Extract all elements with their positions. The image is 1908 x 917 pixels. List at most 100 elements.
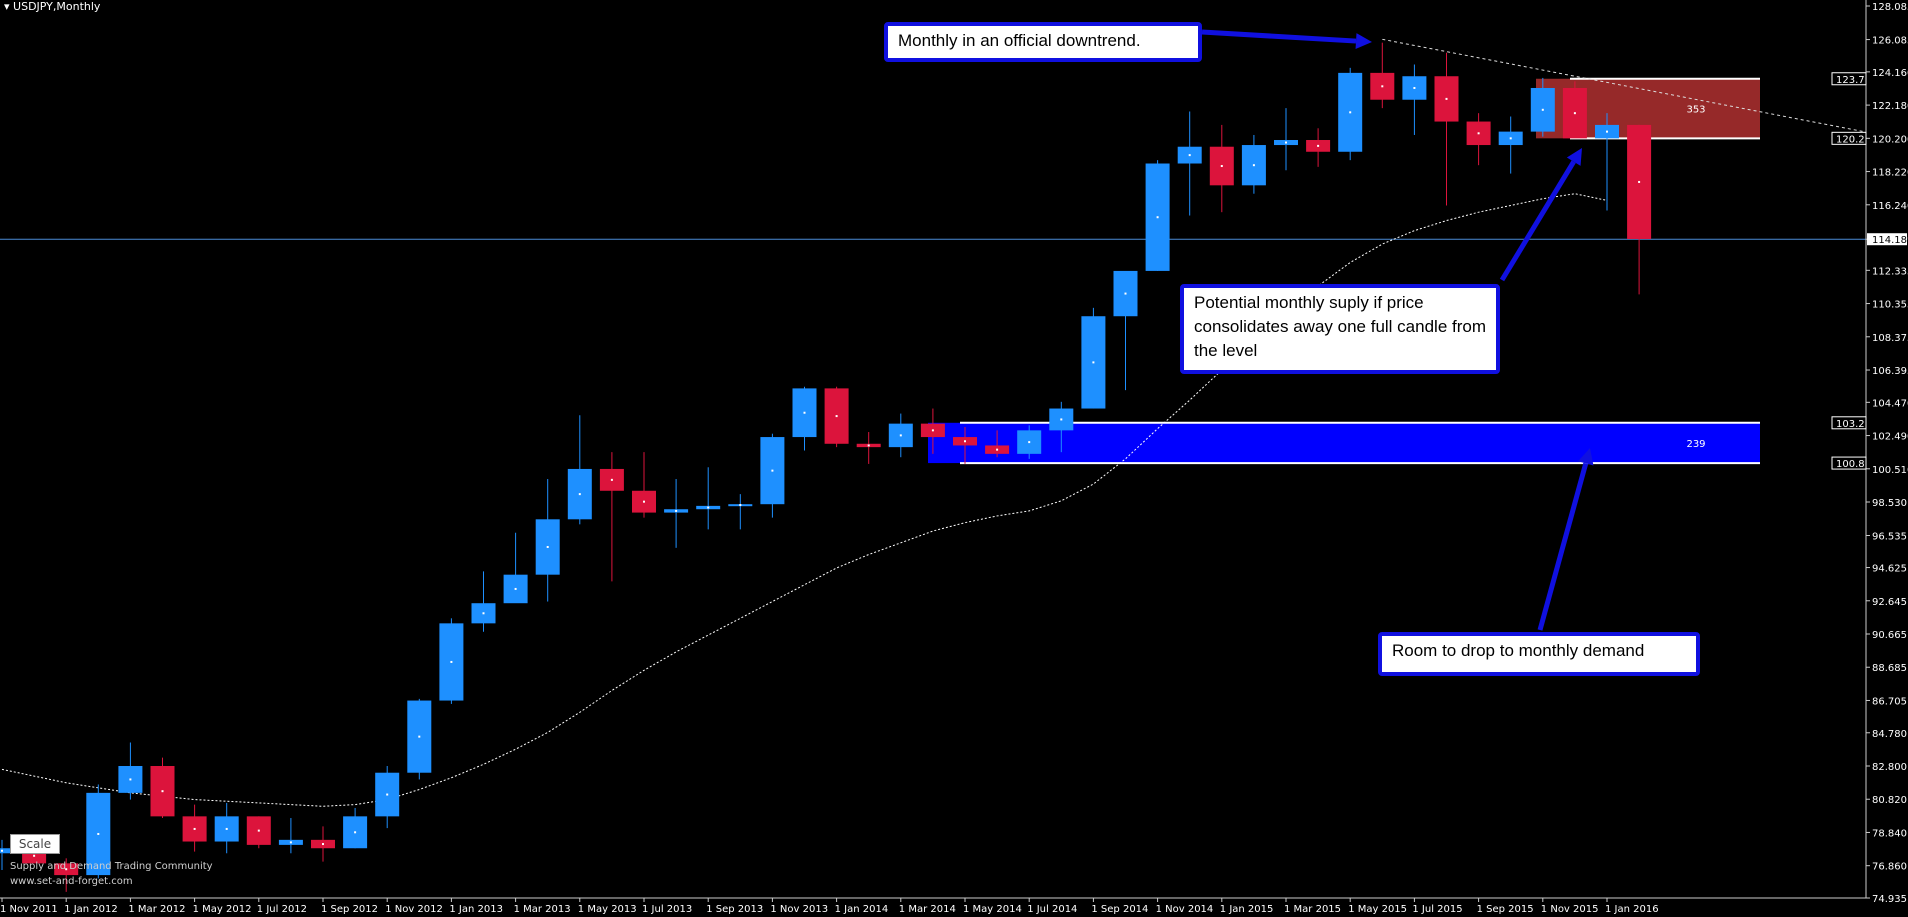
demand-arrow-shaft	[1537, 462, 1589, 631]
candle-mid-dot	[835, 415, 838, 418]
downtrend-line	[1382, 38, 1864, 133]
demand-arrow-head	[1578, 448, 1594, 466]
y-tick-label: 98.530	[1872, 498, 1907, 509]
x-tick-label: 1 Nov 2013	[770, 904, 828, 915]
callout-downtrend: Monthly in an official downtrend.	[884, 22, 1202, 62]
x-tick-label: 1 Sep 2014	[1091, 904, 1148, 915]
candle-mid-dot	[386, 793, 389, 796]
y-tick-label: 90.665	[1872, 630, 1907, 641]
candle-mid-dot	[1541, 108, 1544, 111]
candle-mid-dot	[964, 440, 966, 443]
price-tag-label: 123.7	[1836, 75, 1865, 86]
current-price-tag	[1867, 233, 1907, 246]
scale-button[interactable]: Scale	[10, 834, 60, 854]
y-tick-label: 102.490	[1872, 432, 1908, 443]
candle-mid-dot	[354, 831, 357, 834]
x-tick-label: 1 Sep 2013	[706, 904, 763, 915]
x-tick-label: 1 Mar 2013	[514, 904, 571, 915]
candle-mid-dot	[33, 854, 36, 857]
candle-mid-dot	[322, 843, 324, 846]
x-tick-label: 1 Jan 2015	[1220, 904, 1274, 915]
candle-mid-dot	[771, 469, 774, 472]
y-tick-label: 106.395	[1872, 366, 1908, 377]
y-tick-label: 124.160	[1872, 68, 1908, 79]
candle-mid-dot	[931, 429, 934, 432]
x-tick-label: 1 Nov 2014	[1156, 904, 1214, 915]
candle-mid-dot	[1573, 112, 1576, 115]
y-tick-label: 76.860	[1872, 862, 1907, 873]
price-tag-label: 120.2	[1836, 134, 1865, 145]
price-tag-label: 103.2	[1836, 419, 1865, 430]
y-tick-label: 104.470	[1872, 398, 1908, 409]
candle-mid-dot	[1285, 141, 1287, 144]
candle-mid-dot	[1252, 164, 1255, 167]
candle-mid-dot	[803, 411, 806, 414]
chart-symbol-title: ▾ USDJPY,Monthly	[4, 0, 100, 13]
x-tick-label: 1 Jan 2012	[64, 904, 118, 915]
candle-mid-dot	[1060, 418, 1063, 421]
dropdown-triangle-icon[interactable]: ▾	[4, 0, 10, 13]
candle-mid-dot	[1477, 132, 1480, 135]
candle-mid-dot	[739, 504, 742, 507]
y-tick-label: 92.645	[1872, 597, 1907, 608]
x-tick-label: 1 Mar 2014	[899, 904, 956, 915]
y-tick-label: 110.355	[1872, 300, 1908, 311]
callout-demand: Room to drop to monthly demand	[1378, 632, 1700, 676]
y-tick-label: 128.085	[1872, 2, 1908, 13]
watermark-line2: www.set-and-forget.com	[10, 876, 133, 887]
candle-mid-dot	[193, 827, 196, 830]
candle-mid-dot	[1317, 144, 1320, 147]
candle-mid-dot	[899, 434, 902, 437]
y-tick-label: 96.535	[1872, 531, 1907, 542]
moving-average-line	[1, 193, 1608, 807]
candle-mid-dot	[450, 660, 453, 663]
y-tick-label: 74.935	[1872, 894, 1907, 905]
candle-mid-dot	[1, 849, 3, 852]
y-tick-label: 80.820	[1872, 795, 1907, 806]
y-tick-label: 122.180	[1872, 101, 1908, 112]
candle-mid-dot	[129, 778, 132, 781]
price-tag-label: 100.8	[1836, 459, 1865, 470]
candle-mid-dot	[1445, 97, 1448, 100]
supply-arrow-shaft	[1499, 160, 1576, 282]
candle-mid-dot	[1413, 86, 1416, 89]
x-tick-label: 1 Jul 2014	[1027, 904, 1077, 915]
candle-mid-dot	[867, 444, 870, 447]
price-tag-box	[1831, 416, 1867, 430]
y-tick-label: 86.705	[1872, 696, 1907, 707]
price-tag-box	[1831, 131, 1867, 145]
candle-mid-dot	[1124, 292, 1127, 295]
y-tick-label: 94.625	[1872, 564, 1907, 575]
candle-mid-dot	[65, 868, 68, 871]
x-tick-label: 1 Jan 2013	[449, 904, 503, 915]
y-tick-label: 78.840	[1872, 828, 1907, 839]
watermark-line1: Supply and Demand Trading Community	[10, 861, 213, 872]
y-tick-label: 100.510	[1872, 465, 1908, 476]
callout-demand-text: Room to drop to monthly demand	[1392, 641, 1645, 660]
candle-mid-dot	[1188, 154, 1191, 157]
candle-mid-dot	[546, 545, 549, 548]
y-tick-label: 88.685	[1872, 663, 1907, 674]
x-tick-label: 1 Nov 2012	[385, 904, 443, 915]
y-tick-label: 120.200	[1872, 134, 1908, 145]
candle-mid-dot	[1606, 130, 1608, 133]
y-tick-label: 126.085	[1872, 36, 1908, 47]
y-tick-label: 84.780	[1872, 729, 1907, 740]
candle-mid-dot	[996, 448, 999, 451]
candle-mid-dot	[1156, 216, 1159, 219]
demand-zone-label: 239	[1686, 439, 1705, 450]
candle-mid-dot	[578, 493, 581, 496]
x-tick-label: 1 Mar 2015	[1284, 904, 1341, 915]
symbol-label: USDJPY,Monthly	[13, 0, 101, 13]
candle-mid-dot	[257, 829, 260, 832]
supply-arrow-head	[1566, 148, 1582, 166]
candle-mid-dot	[418, 735, 421, 738]
candle-mid-dot	[1028, 441, 1031, 444]
x-tick-label: 1 Jan 2016	[1605, 904, 1659, 915]
candle-mid-dot	[1381, 85, 1384, 88]
candle-mid-dot	[1220, 165, 1223, 168]
price-axis-area	[1866, 0, 1908, 917]
x-tick-label: 1 Nov 2015	[1541, 904, 1599, 915]
x-tick-label: 1 Sep 2015	[1477, 904, 1534, 915]
candle-mid-dot	[675, 509, 678, 512]
